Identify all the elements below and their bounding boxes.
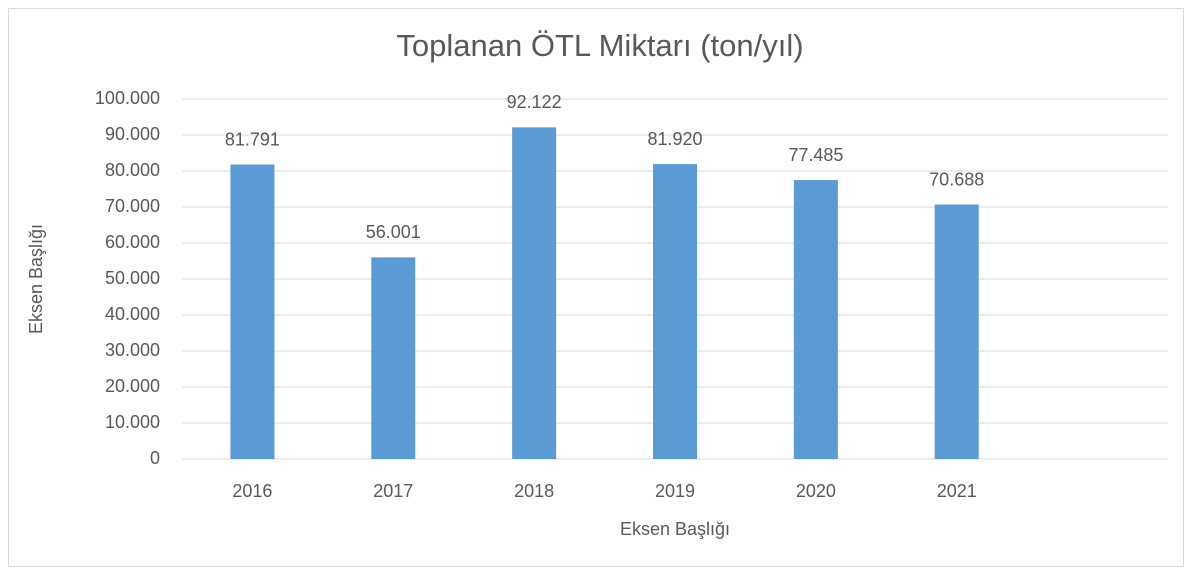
y-tick-label: 50.000 — [105, 268, 160, 288]
y-tick-label: 90.000 — [105, 124, 160, 144]
x-tick-label: 2018 — [514, 481, 554, 501]
x-axis-title: Eksen Başlığı — [620, 519, 730, 539]
data-label: 77.485 — [788, 145, 843, 165]
x-tick-label: 2020 — [796, 481, 836, 501]
data-label: 56.001 — [366, 222, 421, 242]
chart-title: Toplanan ÖTL Miktarı (ton/yıl) — [396, 28, 803, 63]
bar — [653, 164, 697, 459]
bar — [512, 127, 557, 459]
data-label: 81.791 — [225, 129, 280, 149]
y-axis-title: Eksen Başlığı — [26, 224, 46, 334]
data-label: 92.122 — [507, 92, 562, 112]
data-label: 70.688 — [929, 169, 984, 189]
x-tick-label: 2016 — [232, 481, 272, 501]
chart-frame — [8, 8, 1184, 567]
y-tick-label: 20.000 — [105, 376, 160, 396]
y-tick-label: 100.000 — [95, 88, 160, 108]
y-tick-label: 0 — [150, 448, 160, 468]
bar — [371, 257, 416, 459]
bar — [230, 164, 275, 459]
x-tick-label: 2017 — [373, 481, 413, 501]
y-tick-label: 40.000 — [105, 304, 160, 324]
data-label: 81.920 — [647, 129, 702, 149]
x-tick-label: 2019 — [655, 481, 695, 501]
y-tick-label: 80.000 — [105, 160, 160, 180]
bar — [934, 204, 979, 459]
y-tick-label: 70.000 — [105, 196, 160, 216]
x-tick-label: 2021 — [937, 481, 977, 501]
y-tick-label: 10.000 — [105, 412, 160, 432]
y-tick-label: 30.000 — [105, 340, 160, 360]
y-tick-label: 60.000 — [105, 232, 160, 252]
bar — [793, 180, 838, 459]
